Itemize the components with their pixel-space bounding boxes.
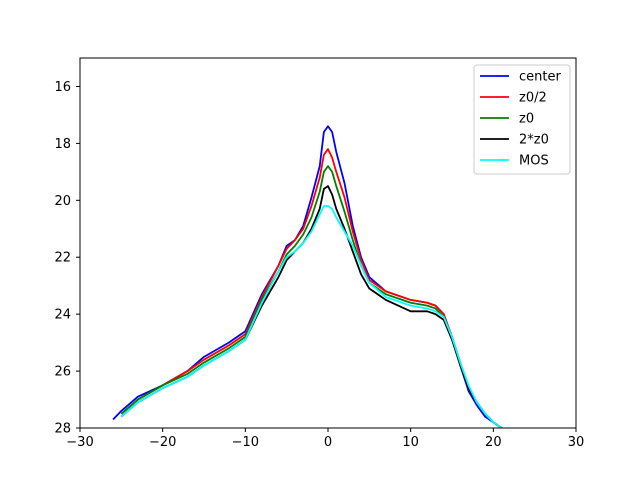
series-line-1 <box>120 148 503 428</box>
legend-label: MOS <box>519 154 549 169</box>
y-tick-label: 26 <box>54 365 71 380</box>
y-tick-label: 18 <box>54 137 71 152</box>
x-tick-label: −20 <box>149 435 176 450</box>
x-tick-label: −30 <box>66 435 93 450</box>
series-line-3 <box>120 185 503 428</box>
series-layer <box>112 125 505 428</box>
x-axis: −30 −20 −10 0 10 20 30 <box>66 428 584 450</box>
legend-label: z0 <box>519 112 534 127</box>
series-line-4 <box>120 205 503 428</box>
y-axis: 16 18 20 22 24 26 28 <box>54 80 80 437</box>
x-tick-label: −10 <box>232 435 259 450</box>
x-tick-label: 10 <box>402 435 419 450</box>
legend-label: center <box>519 70 561 85</box>
series-line-0 <box>112 125 505 428</box>
y-tick-label: 16 <box>54 80 71 95</box>
legend-label: z0/2 <box>519 91 547 106</box>
x-tick-label: 20 <box>485 435 502 450</box>
y-tick-label: 22 <box>54 251 71 266</box>
y-tick-label: 24 <box>54 308 71 323</box>
legend-box <box>473 64 571 175</box>
y-tick-label: 28 <box>54 422 71 437</box>
legend-entries: center z0/2 z0 2*z0 MOS <box>480 70 561 169</box>
legend-label: 2*z0 <box>519 133 549 148</box>
x-tick-label: 30 <box>568 435 585 450</box>
y-tick-label: 20 <box>54 194 71 209</box>
x-tick-label: 0 <box>324 435 332 450</box>
legend: center z0/2 z0 2*z0 MOS <box>473 64 571 175</box>
